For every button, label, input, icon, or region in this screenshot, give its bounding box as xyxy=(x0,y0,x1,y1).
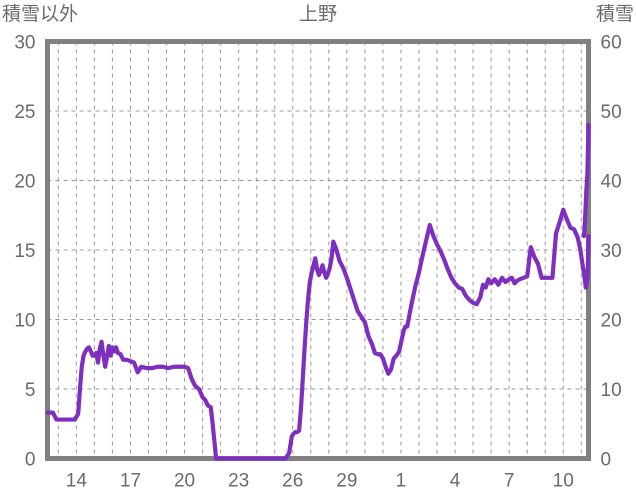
x-tick-label: 1 xyxy=(396,471,407,492)
y-tick-label-right: 0 xyxy=(601,450,612,471)
y-tick-label-left: 10 xyxy=(14,311,35,332)
right-axis-title: 積雪 xyxy=(595,4,634,25)
x-tick-label: 20 xyxy=(174,471,195,492)
y-tick-label-left: 30 xyxy=(14,33,35,54)
left-axis-title: 積雪以外 xyxy=(2,4,79,25)
gridlines xyxy=(47,41,589,459)
y-tick-label-left: 0 xyxy=(25,450,36,471)
y-tick-label-right: 30 xyxy=(601,241,622,262)
x-tick-label: 7 xyxy=(504,471,515,492)
y-tick-label-right: 60 xyxy=(601,33,622,54)
x-tick-label: 10 xyxy=(553,471,574,492)
y-tick-label-left: 15 xyxy=(14,241,35,262)
y-tick-label-right: 50 xyxy=(601,102,622,123)
x-tick-label: 29 xyxy=(336,471,357,492)
series-line-2 xyxy=(581,122,591,239)
y-tick-label-left: 25 xyxy=(14,102,35,123)
x-tick-label: 17 xyxy=(120,471,141,492)
series-line-1 xyxy=(45,207,591,461)
x-tick-label: 26 xyxy=(282,471,303,492)
y-tick-label-right: 40 xyxy=(601,172,622,193)
x-tick-label: 23 xyxy=(228,471,249,492)
y-tick-label-left: 20 xyxy=(14,172,35,193)
x-tick-label: 14 xyxy=(66,471,88,492)
x-tick-label: 4 xyxy=(450,471,461,492)
y-tick-label-left: 5 xyxy=(25,380,36,401)
data-series-group xyxy=(45,122,591,461)
page-title: 上野 xyxy=(298,4,337,25)
y-tick-label-right: 10 xyxy=(601,380,622,401)
y-tick-label-right: 20 xyxy=(601,311,622,332)
